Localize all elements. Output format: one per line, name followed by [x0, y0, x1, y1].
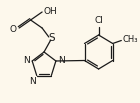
Text: Cl: Cl: [94, 16, 103, 25]
Text: N: N: [58, 56, 65, 66]
Text: O: O: [9, 25, 16, 34]
Text: S: S: [48, 33, 55, 43]
Text: OH: OH: [43, 6, 57, 15]
Text: N: N: [24, 56, 30, 66]
Text: CH₃: CH₃: [122, 35, 138, 44]
Text: N: N: [29, 77, 36, 85]
